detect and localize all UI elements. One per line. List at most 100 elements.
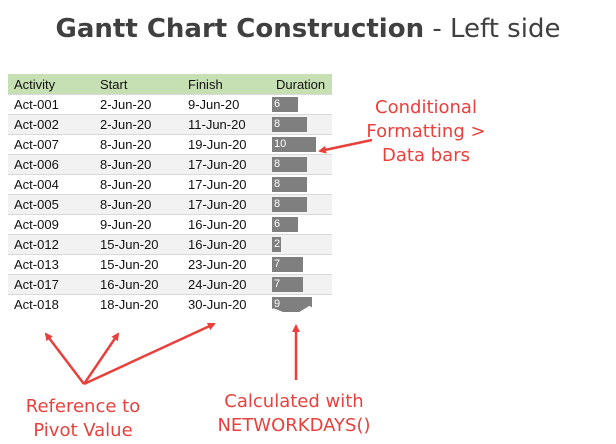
duration-value: 8 — [274, 158, 281, 170]
cell-start[interactable]: 2-Jun-20 — [94, 114, 182, 135]
duration-value: 10 — [274, 138, 287, 150]
table-row: Act-012 15-Jun-20 16-Jun-20 2 — [8, 234, 332, 255]
spreadsheet-excerpt: Activity Start Finish Duration Act-001 2-… — [8, 74, 332, 316]
cell-activity[interactable]: Act-002 — [8, 114, 94, 135]
table-row: Act-006 8-Jun-20 17-Jun-20 8 — [8, 154, 332, 175]
cell-activity[interactable]: Act-017 — [8, 274, 94, 295]
duration-value: 6 — [274, 218, 281, 230]
cell-start[interactable]: 2-Jun-20 — [94, 94, 182, 115]
cell-duration[interactable]: 10 — [270, 134, 332, 155]
table-row: Act-009 9-Jun-20 16-Jun-20 6 — [8, 214, 332, 235]
cell-start[interactable]: 8-Jun-20 — [94, 174, 182, 195]
annotation-conditional-formatting: Conditional Formatting > Data bars — [356, 96, 496, 168]
annotation-line: NETWORKDAYS() — [217, 415, 371, 436]
table-row: Act-013 15-Jun-20 23-Jun-20 7 — [8, 254, 332, 275]
cell-activity[interactable]: Act-009 — [8, 214, 94, 235]
cell-finish[interactable]: 9-Jun-20 — [182, 94, 270, 115]
cell-activity[interactable]: Act-013 — [8, 254, 94, 275]
duration-value: 8 — [274, 118, 281, 130]
arrow-to-start-column — [82, 332, 120, 385]
data-bar — [272, 157, 307, 172]
cell-activity[interactable]: Act-012 — [8, 234, 94, 255]
data-bar — [272, 177, 307, 192]
cell-finish[interactable]: 30-Jun-20 — [182, 294, 270, 314]
column-header-start[interactable]: Start — [94, 74, 182, 95]
data-bar — [272, 257, 303, 272]
cell-activity[interactable]: Act-001 — [8, 94, 94, 115]
cell-finish[interactable]: 16-Jun-20 — [182, 234, 270, 255]
cell-duration[interactable]: 8 — [270, 114, 332, 135]
annotation-line: Reference to — [25, 396, 141, 417]
table-row: Act-002 2-Jun-20 11-Jun-20 8 — [8, 114, 332, 135]
cell-finish[interactable]: 11-Jun-20 — [182, 114, 270, 135]
cell-activity[interactable]: Act-005 — [8, 194, 94, 215]
cell-duration[interactable]: 8 — [270, 174, 332, 195]
table-row: Act-001 2-Jun-20 9-Jun-20 6 — [8, 94, 332, 115]
cell-start[interactable]: 18-Jun-20 — [94, 294, 182, 314]
cell-activity[interactable]: Act-007 — [8, 134, 94, 155]
data-bar — [272, 97, 298, 112]
annotation-line: Formatting > — [366, 121, 486, 142]
column-header-duration[interactable]: Duration — [270, 74, 332, 95]
cell-finish[interactable]: 23-Jun-20 — [182, 254, 270, 275]
cell-finish[interactable]: 16-Jun-20 — [182, 214, 270, 235]
cell-start[interactable]: 8-Jun-20 — [94, 194, 182, 215]
column-header-finish[interactable]: Finish — [182, 74, 270, 95]
cell-activity[interactable]: Act-004 — [8, 174, 94, 195]
annotation-line: Conditional — [375, 97, 477, 118]
arrow-to-finish-column — [83, 322, 216, 386]
table-row: Act-005 8-Jun-20 17-Jun-20 8 — [8, 194, 332, 215]
annotation-reference: Reference to Pivot Value — [8, 395, 158, 443]
page-title: Gantt Chart Construction - Left side — [0, 14, 616, 44]
arrow-to-data-bars — [318, 138, 373, 154]
cell-finish[interactable]: 19-Jun-20 — [182, 134, 270, 155]
cell-duration[interactable]: 8 — [270, 194, 332, 215]
cell-start[interactable]: 16-Jun-20 — [94, 274, 182, 295]
title-main: Gantt Chart Construction — [55, 14, 425, 44]
title-suffix: - Left side — [424, 14, 561, 44]
cell-start[interactable]: 8-Jun-20 — [94, 134, 182, 155]
cell-finish[interactable]: 17-Jun-20 — [182, 154, 270, 175]
cell-duration[interactable]: 6 — [270, 94, 332, 115]
cell-finish[interactable]: 24-Jun-20 — [182, 274, 270, 295]
gantt-table: Activity Start Finish Duration Act-001 2-… — [8, 74, 332, 314]
annotation-line: Pivot Value — [33, 420, 133, 441]
cell-duration[interactable]: 6 — [270, 214, 332, 235]
cell-activity[interactable]: Act-006 — [8, 154, 94, 175]
data-bar — [272, 277, 303, 292]
duration-value: 8 — [274, 198, 281, 210]
data-bar — [272, 217, 298, 232]
cell-duration[interactable]: 8 — [270, 154, 332, 175]
cell-start[interactable]: 9-Jun-20 — [94, 214, 182, 235]
cell-duration[interactable]: 2 — [270, 234, 332, 255]
cell-start[interactable]: 8-Jun-20 — [94, 154, 182, 175]
cell-duration[interactable]: 9 — [270, 294, 332, 314]
table-row: Act-007 8-Jun-20 19-Jun-20 10 — [8, 134, 332, 155]
data-bar — [272, 237, 281, 252]
cell-start[interactable]: 15-Jun-20 — [94, 254, 182, 275]
header-row: Activity Start Finish Duration — [8, 74, 332, 95]
arrow-to-activity-column — [44, 332, 85, 385]
cell-duration[interactable]: 7 — [270, 274, 332, 295]
column-header-activity[interactable]: Activity — [8, 74, 94, 95]
data-bar — [272, 137, 316, 152]
duration-value: 7 — [274, 258, 281, 270]
data-bar — [272, 197, 307, 212]
cell-finish[interactable]: 17-Jun-20 — [182, 194, 270, 215]
annotation-line: Calculated with — [224, 391, 364, 412]
cell-activity[interactable]: Act-018 — [8, 294, 94, 314]
duration-value: 9 — [274, 298, 281, 310]
duration-value: 6 — [274, 98, 281, 110]
annotation-line: Data bars — [382, 145, 470, 166]
duration-value: 2 — [274, 238, 281, 250]
data-bar — [272, 297, 312, 312]
duration-value: 7 — [274, 278, 281, 290]
data-bar — [272, 117, 307, 132]
table-row: Act-004 8-Jun-20 17-Jun-20 8 — [8, 174, 332, 195]
cell-finish[interactable]: 17-Jun-20 — [182, 174, 270, 195]
cell-start[interactable]: 15-Jun-20 — [94, 234, 182, 255]
table-row: Act-018 18-Jun-20 30-Jun-20 9 — [8, 294, 332, 314]
cell-duration[interactable]: 7 — [270, 254, 332, 275]
table-row: Act-017 16-Jun-20 24-Jun-20 7 — [8, 274, 332, 295]
